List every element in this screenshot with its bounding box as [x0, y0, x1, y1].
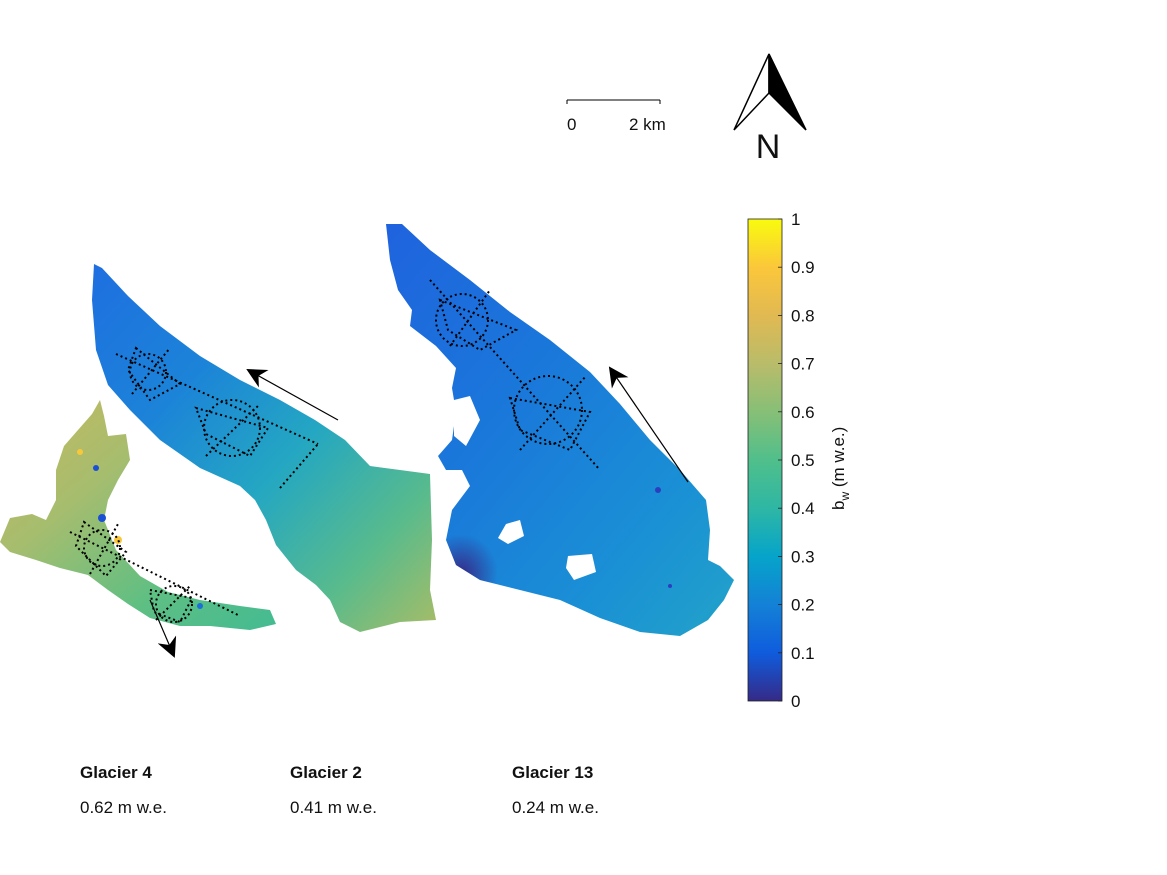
colorbar-tick-label: 0.9 — [791, 258, 815, 277]
colorbar-label: bw (m w.e.) — [829, 427, 852, 510]
glacier-2-flow-arrow — [246, 369, 339, 421]
glacier-13-name: Glacier 13 — [512, 763, 593, 782]
colorbar-tick-label: 0.7 — [791, 355, 815, 374]
colorbar-tick-label: 0.4 — [791, 499, 815, 518]
glacier-13-map — [386, 224, 734, 636]
colorbar-ticks: 0 0.1 0.2 0.3 0.4 0.5 0.6 0.7 0.8 0.9 1 — [778, 210, 815, 711]
north-label: N — [756, 128, 781, 166]
colorbar-tick-label: 0.8 — [791, 306, 815, 325]
glacier-13-flow-arrow — [608, 366, 689, 483]
scale-bar-end-label: 2 km — [629, 115, 666, 134]
glacier-4-name: Glacier 4 — [80, 763, 152, 782]
colorbar-tick-label: 0.6 — [791, 403, 815, 422]
colorbar-tick-label: 0 — [791, 692, 800, 711]
glacier-13-value: 0.24 m w.e. — [512, 798, 599, 817]
survey-tracks — [69, 279, 601, 624]
north-arrow-icon: N — [733, 53, 807, 166]
glacier-labels: Glacier 4 0.62 m w.e. Glacier 2 0.41 m w… — [80, 763, 599, 817]
scale-bar: 0 2 km — [566, 99, 666, 134]
colorbar: 0 0.1 0.2 0.3 0.4 0.5 0.6 0.7 0.8 0.9 1 bw (m w.e.… — [747, 210, 852, 711]
colorbar-tick-label: 0.5 — [791, 451, 815, 470]
glacier-2-name: Glacier 2 — [290, 763, 362, 782]
colorbar-tick-label: 0.1 — [791, 644, 815, 663]
glacier-4-flow-arrow — [149, 599, 177, 658]
glacier-4-value: 0.62 m w.e. — [80, 798, 167, 817]
flow-arrows — [149, 366, 689, 658]
glacier-2-value: 0.41 m w.e. — [290, 798, 377, 817]
colorbar-tick-label: 0.3 — [791, 547, 815, 566]
scale-bar-start-label: 0 — [567, 115, 576, 134]
glacier-2-map — [92, 264, 436, 632]
colorbar-tick-label: 1 — [791, 210, 800, 229]
colorbar-tick-label: 0.2 — [791, 596, 815, 615]
